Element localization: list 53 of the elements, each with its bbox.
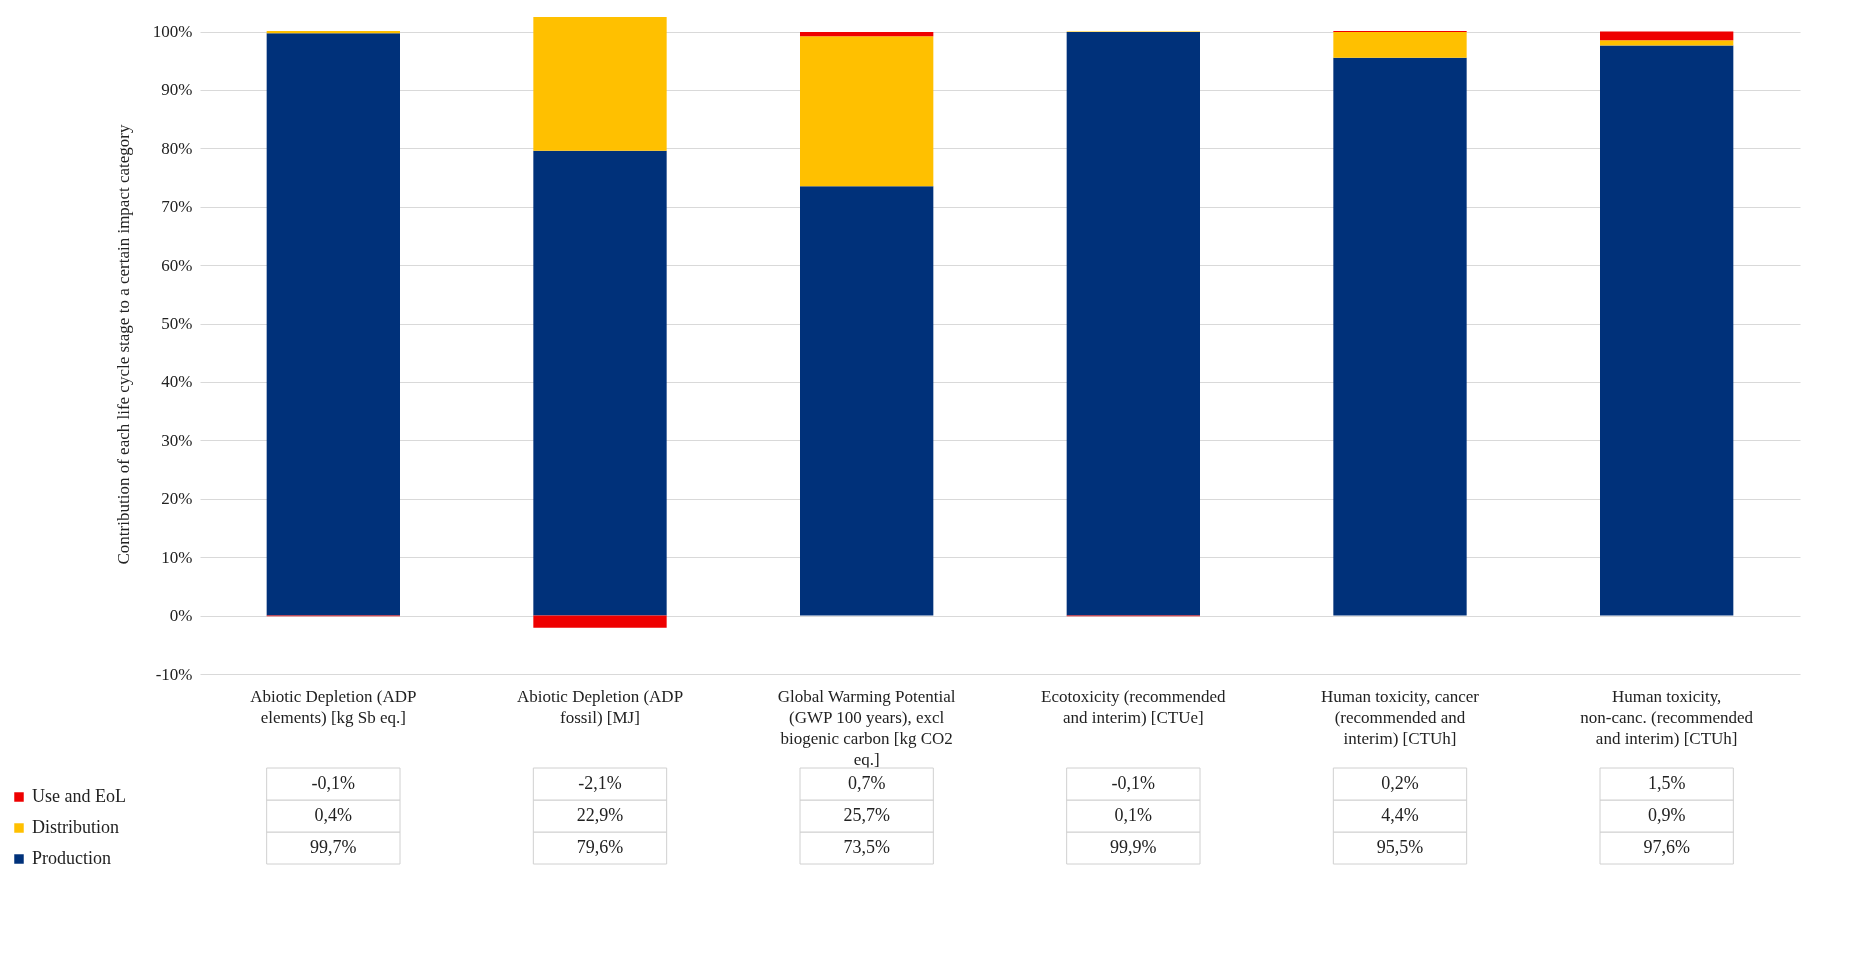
legend-label: Production	[32, 848, 111, 868]
data-label: 99,7%	[310, 837, 357, 857]
x-tick-label: Abiotic Depletion (ADP elements) [kg Sb eq.]	[250, 686, 417, 727]
data-label: 0,9%	[1647, 805, 1686, 825]
data-label: 97,6%	[1643, 837, 1690, 857]
y-tick-label: 20%	[161, 489, 193, 509]
data-label: 99,9%	[1110, 837, 1157, 857]
bar	[1066, 32, 1200, 616]
bar	[533, 615, 667, 628]
y-tick-label: 90%	[161, 80, 193, 100]
data-label: 95,5%	[1376, 837, 1424, 857]
x-tick-label: Ecotoxicity (recommended and interim) [CTUe]	[1041, 686, 1227, 727]
bar	[533, 16, 667, 151]
x-tick-label: Abiotic Depletion (ADP fossil) [MJ]	[516, 686, 684, 727]
y-tick-label: 10%	[161, 547, 193, 567]
bar	[1600, 40, 1734, 46]
y-tick-label: 40%	[161, 372, 193, 392]
data-label: 79,6%	[576, 837, 624, 857]
y-tick-label: 100%	[152, 22, 193, 42]
y-tick-label: 30%	[161, 430, 193, 450]
data-label: 73,5%	[843, 837, 890, 857]
bar	[1333, 32, 1467, 58]
bar	[533, 150, 667, 616]
data-label: 4,4%	[1381, 805, 1419, 825]
data-label: -2,1%	[578, 773, 622, 793]
legend-label: Distribution	[32, 817, 120, 837]
bar	[800, 32, 934, 37]
y-tick-label: 60%	[161, 255, 193, 275]
data-label: -0,1%	[311, 773, 356, 793]
y-tick-label: 70%	[161, 197, 193, 217]
data-label: 0,7%	[847, 773, 886, 793]
bar	[800, 36, 934, 187]
data-label: 0,2%	[1381, 773, 1419, 793]
x-tick-label: Human toxicity, non-canc. (recommended and interim) [CTUh]	[1580, 686, 1754, 748]
bar	[1600, 31, 1734, 41]
bar	[266, 33, 400, 616]
data-label: 0,4%	[314, 805, 353, 825]
data-label: 1,5%	[1647, 773, 1686, 793]
bar	[1333, 57, 1467, 616]
y-tick-label: 50%	[161, 314, 193, 334]
x-tick-label: Human toxicity, cancer (recommended and interim) [CTUh]	[1321, 686, 1480, 748]
y-tick-label: 80%	[161, 138, 193, 158]
y-axis-title: Contribution of each life cycle stage to a certain impact category	[113, 124, 133, 565]
bar	[1600, 45, 1734, 616]
y-tick-label: -10%	[155, 664, 193, 684]
data-label: 25,7%	[843, 805, 890, 825]
data-label: 0,1%	[1114, 805, 1153, 825]
data-label: -0,1%	[1111, 773, 1156, 793]
y-tick-label: 0%	[169, 606, 193, 626]
bar	[800, 186, 934, 616]
x-tick-label: Global Warming Potential (GWP 100 years), excl biogenic carbon [kg CO2 eq.]	[777, 686, 956, 769]
data-label: 22,9%	[576, 805, 624, 825]
legend-label: Use and EoL	[32, 786, 126, 806]
